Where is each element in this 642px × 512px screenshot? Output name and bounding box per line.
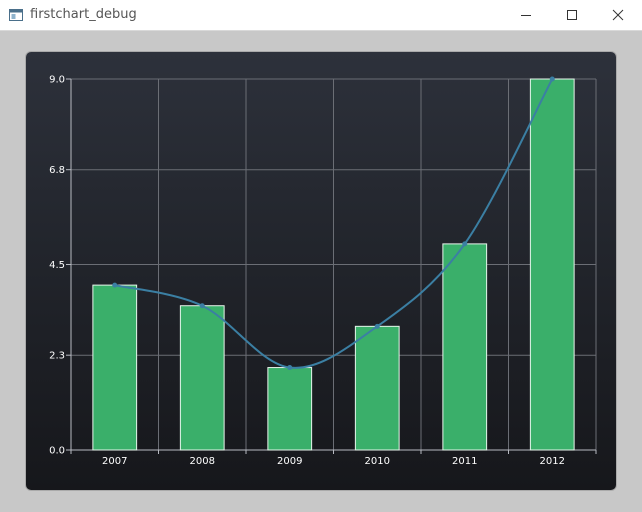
window-title: firstchart_debug bbox=[30, 7, 137, 22]
y-tick-label: 0.0 bbox=[49, 446, 65, 457]
y-tick-label: 6.8 bbox=[49, 165, 65, 176]
line-point-2011[interactable] bbox=[462, 241, 468, 247]
line-point-2012[interactable] bbox=[549, 76, 555, 82]
line-point-2007[interactable] bbox=[112, 282, 118, 288]
maximize-icon bbox=[567, 10, 577, 20]
minimize-icon bbox=[521, 15, 531, 16]
maximize-button[interactable] bbox=[549, 0, 595, 30]
close-icon bbox=[612, 9, 624, 21]
x-tick-label: 2012 bbox=[540, 456, 565, 467]
line-point-2008[interactable] bbox=[199, 303, 205, 309]
app-window-icon bbox=[9, 9, 23, 21]
x-tick-label: 2011 bbox=[452, 456, 477, 467]
bar-2008[interactable] bbox=[179, 305, 225, 451]
window-titlebar: firstchart_debug bbox=[0, 0, 642, 31]
y-tick-label: 4.5 bbox=[49, 260, 65, 271]
x-tick-label: 2007 bbox=[102, 456, 127, 467]
x-tick-label: 2008 bbox=[190, 456, 215, 467]
line-point-2009[interactable] bbox=[287, 365, 293, 371]
bar-2007[interactable] bbox=[92, 284, 138, 451]
bar-2011[interactable] bbox=[442, 243, 488, 451]
x-tick-label: 2010 bbox=[365, 456, 390, 467]
x-tick-label: 2009 bbox=[277, 456, 302, 467]
line-point-2010[interactable] bbox=[374, 323, 380, 329]
close-button[interactable] bbox=[595, 0, 641, 30]
y-tick-label: 9.0 bbox=[49, 75, 65, 86]
y-tick-label: 2.3 bbox=[49, 351, 65, 362]
bar-2009[interactable] bbox=[267, 367, 313, 451]
minimize-button[interactable] bbox=[503, 0, 549, 30]
bar-2012[interactable] bbox=[529, 78, 575, 451]
bar-2010[interactable] bbox=[354, 325, 400, 451]
chart-canvas: 0.0 2.3 4.5 6.8 9.0 2007 2008 2009 2010 2011 2012 bbox=[49, 75, 597, 467]
chart-panel: 0.0 2.3 4.5 6.8 9.0 2007 2008 2009 2010 2011 2012 bbox=[26, 52, 616, 490]
